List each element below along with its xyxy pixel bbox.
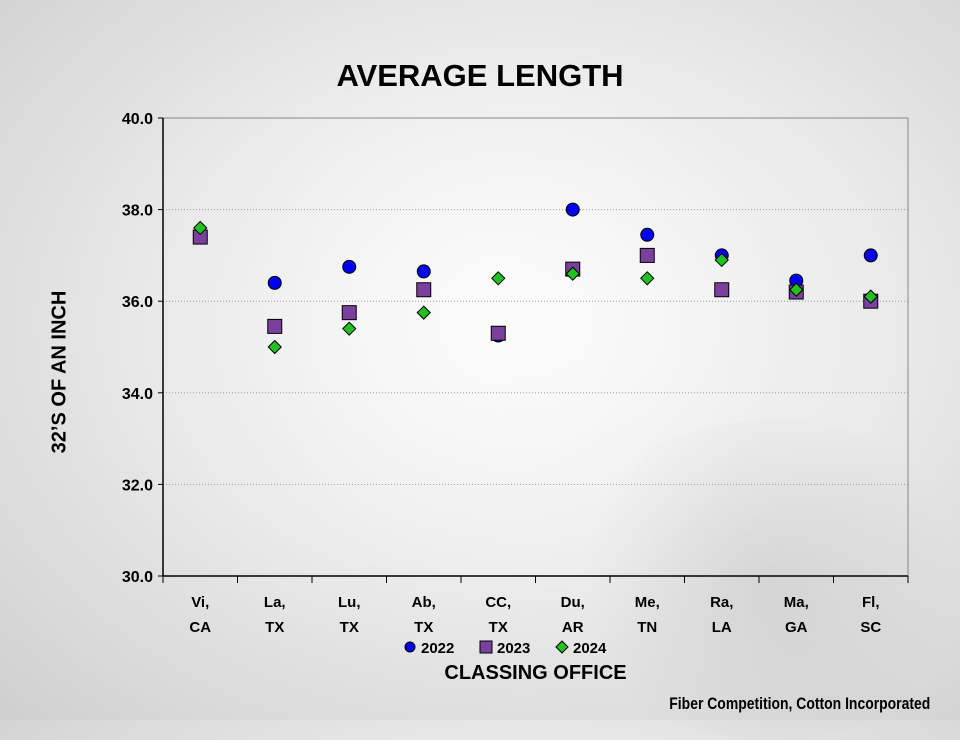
credit-text: Fiber Competition, Cotton Incorporated (669, 694, 930, 713)
y-tick-label: 40.0 (122, 111, 153, 128)
x-tick-label-line: TN (637, 619, 657, 636)
x-tick-label-line: Fl, (862, 594, 880, 611)
x-tick-label: Lu, TX (338, 594, 361, 636)
x-tick-label-line: AR (562, 619, 584, 636)
x-tick-label-line: CC, (485, 594, 511, 611)
data-point-2024 (416, 305, 431, 320)
data-point-2024 (565, 266, 580, 281)
x-tick-label: Me, TN (635, 594, 660, 636)
legend-label: 2023 (497, 640, 530, 657)
legend-item-2024: 2024 (555, 640, 607, 657)
x-tick-label-line: GA (785, 619, 808, 636)
x-tick-label-line: CA (189, 619, 211, 636)
x-tick-label: Fl, SC (860, 594, 881, 636)
legend-label: 2022 (421, 640, 454, 657)
data-point-2024 (267, 339, 282, 355)
x-tick-label-line: La, (264, 594, 286, 611)
data-point-2022 (267, 275, 282, 290)
data-point-2023 (267, 318, 283, 334)
legend-item-2023: 2023 (479, 640, 530, 657)
gridlines (163, 209, 908, 485)
x-tick-label-line: Vi, (191, 594, 209, 611)
y-tick-label: 38.0 (122, 203, 153, 220)
data-point-2023 (714, 282, 730, 298)
data-point-2023 (639, 247, 655, 263)
data-point-2022 (416, 264, 431, 279)
x-tick-label: Ab, TX (412, 594, 436, 636)
axes (158, 117, 909, 583)
x-tick-label-line: SC (860, 619, 881, 636)
legend-label: 2024 (573, 640, 607, 657)
x-tick-label: CC, TX (485, 594, 511, 636)
data-point-2023 (490, 325, 506, 341)
x-tick-label: Ma, GA (784, 594, 809, 636)
data-point-2024 (714, 252, 729, 268)
x-axis-label: CLASSING OFFICE (444, 662, 627, 684)
x-tick-label: Ra, LA (710, 594, 733, 636)
data-point-2022 (863, 248, 878, 263)
y-tick-label: 36.0 (122, 294, 153, 311)
x-tick-label: La, TX (264, 594, 286, 636)
x-tick-label-line: TX (414, 619, 433, 636)
x-tick-label-line: Du, (561, 594, 585, 611)
data-point-2024 (491, 271, 506, 286)
legend-item-2022: 2022 (404, 640, 454, 657)
data-point-2024 (789, 282, 804, 297)
x-tick-label-line: Ra, (710, 594, 733, 611)
legend-marker (555, 640, 569, 654)
y-tick-label: 32.0 (122, 477, 153, 494)
chart-title: AVERAGE LENGTH (336, 58, 624, 93)
x-tick-label-line: Ab, (412, 594, 436, 611)
data-point-2023 (341, 305, 357, 321)
x-tick-label-line: TX (340, 619, 359, 636)
x-tick-label: Du, AR (561, 594, 585, 636)
x-tick-label-line: Lu, (338, 594, 361, 611)
x-tick-label-line: Ma, (784, 594, 809, 611)
data-point-2024 (640, 271, 655, 286)
data-point-2022 (640, 227, 655, 242)
x-tick-label: Vi, CA (189, 594, 211, 636)
data-marks (192, 202, 879, 355)
data-point-2023 (416, 282, 432, 298)
x-tick-label-line: LA (712, 619, 732, 636)
data-point-2024 (863, 289, 878, 304)
x-tick-label-line: Me, (635, 594, 660, 611)
y-tick-label: 30.0 (122, 569, 153, 586)
data-point-2022 (342, 259, 357, 274)
data-point-2024 (193, 220, 208, 236)
x-tick-label-line: TX (265, 619, 284, 636)
legend-marker (404, 641, 416, 653)
y-tick-label: 34.0 (122, 386, 153, 403)
legend: 2022 2023 2024 (404, 640, 607, 657)
x-tick-label-line: TX (489, 619, 508, 636)
legend-marker (479, 640, 493, 654)
data-point-2022 (565, 202, 580, 217)
data-point-2024 (342, 321, 357, 336)
